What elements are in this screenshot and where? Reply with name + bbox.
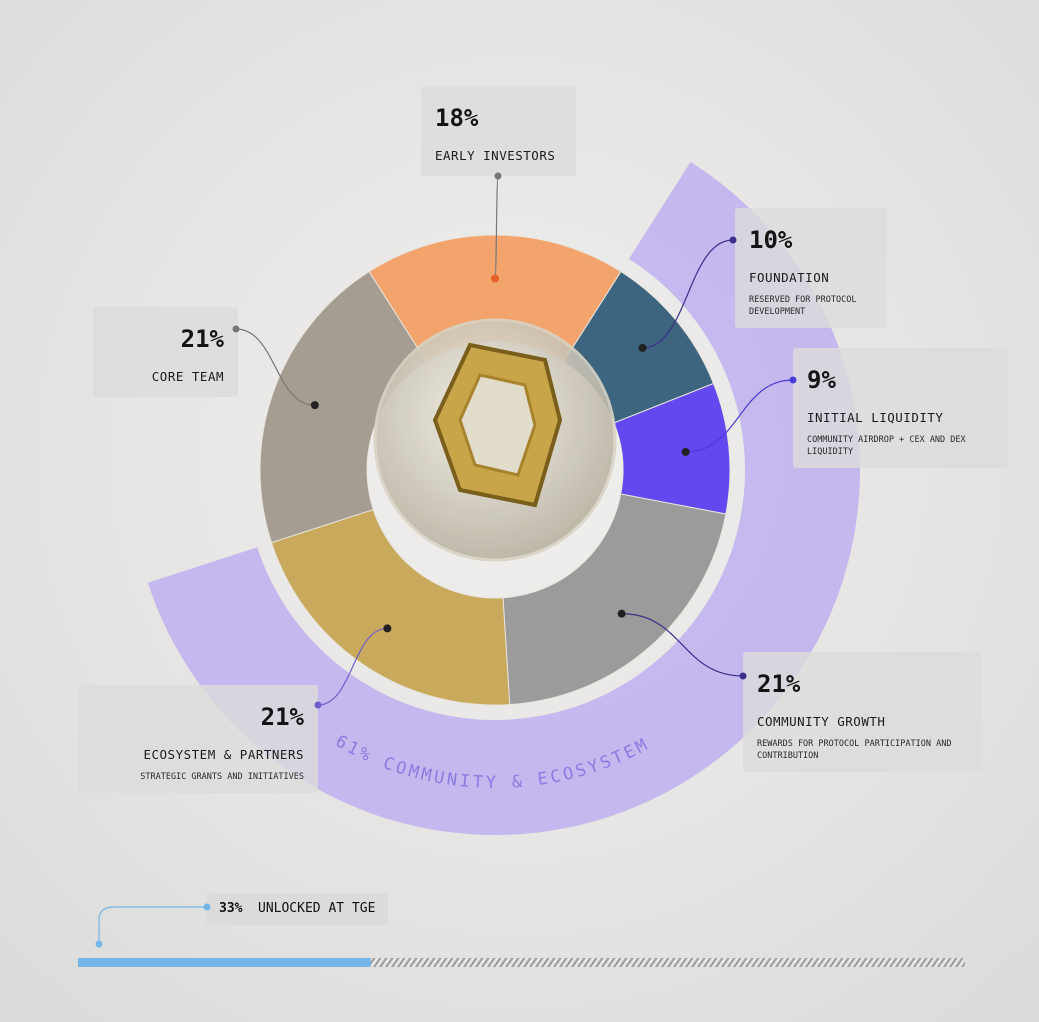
leader-dot [729,236,737,244]
leader-dot [314,701,322,709]
callout-box [421,86,576,176]
description: STRATEGIC GRANTS AND INITIATIVES [140,772,304,782]
slice-dot [681,447,690,456]
callout-box [735,208,887,328]
leader-dot [789,376,797,384]
value-label: 18% [435,104,479,132]
callout-box [793,348,1008,468]
description: RESERVED FOR PROTOCOL DEVELOPMENT [749,295,856,317]
description: COMMUNITY AIRDROP + CEX AND DEX LIQUIDITY [807,435,967,457]
category-label: CORE TEAM [152,369,224,384]
slice [259,270,428,544]
leader-dot [232,325,240,333]
progress-value: 33% [219,901,243,916]
center-coin [373,318,617,562]
slice-dot [383,624,392,633]
progress-label: UNLOCKED AT TGE [258,901,375,916]
progress: 33% UNLOCKED AT TGE [78,893,965,967]
slice-dot [491,274,499,283]
progress-box [206,893,388,925]
value-label: 21% [181,325,225,353]
progress-leader [98,906,206,944]
progress-dot [203,903,211,911]
slice-dot [617,609,626,618]
progress-dot [95,940,103,948]
leader-line [642,239,734,349]
leader-line [621,613,744,677]
callout-box [93,307,238,397]
callout-box [78,685,318,793]
progress-track [78,958,965,967]
leader-line [235,328,315,406]
logo-inner [458,373,537,477]
value-label: 21% [757,670,801,698]
slice-dot [638,343,647,352]
leader-dot [739,672,747,680]
slice-dot [310,401,319,410]
category-label: FOUNDATION [749,270,829,285]
value-label: 10% [749,226,793,254]
leader-line [317,627,388,706]
category-label: COMMUNITY GROWTH [757,714,885,729]
leader-dot [494,172,502,180]
value-label: 21% [261,703,305,731]
group-arc [147,161,860,836]
slice [270,508,511,706]
slice [502,493,727,706]
category-label: INITIAL LIQUIDITY [807,410,943,425]
arc-layer: 61% COMMUNITY & ECOSYSTEM [147,161,860,836]
callouts: 18% EARLY INVESTORS 10% FOUNDATION RESERVED … [78,86,1008,793]
description: REWARDS FOR PROTOCOL PARTICIPATION AND CO… [757,739,951,761]
category-label: ECOSYSTEM & PARTNERS [143,747,304,762]
leader-line [685,379,794,453]
category-label: EARLY INVESTORS [435,148,555,163]
value-label: 9% [807,366,836,394]
callout-box [743,652,981,772]
progress-fill [78,958,371,967]
